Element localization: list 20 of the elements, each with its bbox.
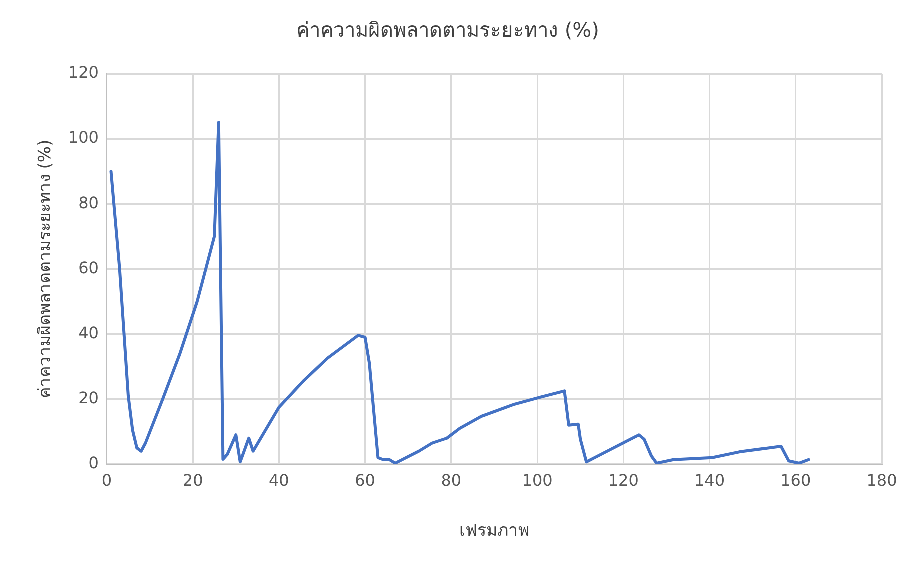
x-tick-label: 40 — [268, 471, 290, 490]
y-tick-label: 100 — [68, 128, 99, 148]
x-tick-label: 120 — [608, 471, 639, 490]
x-tick-label: 60 — [355, 471, 376, 490]
chart-title: ค่าความผิดพลาดตามระยะทาง (%) — [296, 18, 600, 42]
y-tick-label: 80 — [78, 193, 99, 212]
x-tick-label: 140 — [694, 471, 726, 490]
y-tick-label: 60 — [78, 258, 99, 278]
y-tick-label: 0 — [88, 454, 99, 473]
x-tick-label: 160 — [780, 471, 812, 490]
x-tick-label: 20 — [182, 471, 204, 490]
y-tick-label: 40 — [78, 323, 99, 342]
x-tick-label: 80 — [441, 471, 462, 490]
x-tick-label: 0 — [102, 471, 112, 490]
x-axis-title: เฟรมภาพ — [459, 521, 530, 542]
x-tick-label: 100 — [522, 471, 553, 490]
y-tick-label: 20 — [78, 388, 99, 408]
y-axis-title: ค่าความผิดพลาดตามระยะทาง (%) — [36, 140, 56, 399]
y-tick-label: 120 — [68, 63, 99, 82]
x-tick-label: 180 — [866, 471, 898, 490]
